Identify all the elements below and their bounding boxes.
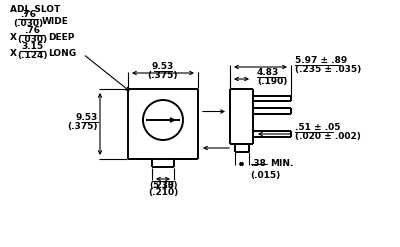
Text: 9.53: 9.53 — [76, 113, 98, 122]
Text: DEEP: DEEP — [48, 34, 74, 42]
Text: X: X — [10, 34, 17, 42]
Text: (.210): (.210) — [148, 188, 178, 197]
Text: (.030): (.030) — [13, 19, 43, 28]
Text: 9.53: 9.53 — [152, 62, 174, 71]
Text: (.030): (.030) — [17, 35, 47, 44]
Text: (.210): (.210) — [149, 181, 177, 190]
Text: 3.15: 3.15 — [21, 42, 43, 51]
Text: ADJ. SLOT: ADJ. SLOT — [10, 5, 60, 14]
Text: 5.33: 5.33 — [152, 181, 174, 190]
Text: 4.83: 4.83 — [257, 68, 279, 77]
Text: .76: .76 — [20, 10, 36, 19]
Text: LONG: LONG — [48, 49, 76, 59]
Text: 5.97 ± .89: 5.97 ± .89 — [295, 56, 347, 65]
Text: .76: .76 — [24, 26, 40, 35]
Text: .38: .38 — [250, 160, 266, 168]
Text: (.235 ± .035): (.235 ± .035) — [295, 65, 361, 74]
Text: (.375): (.375) — [68, 122, 98, 131]
Text: WIDE: WIDE — [42, 18, 69, 26]
Text: MIN.: MIN. — [270, 160, 294, 168]
Text: (.020 ± .002): (.020 ± .002) — [295, 132, 361, 141]
Text: (.190): (.190) — [257, 77, 287, 86]
Text: (.015): (.015) — [250, 171, 281, 180]
Text: (.375): (.375) — [148, 71, 178, 80]
Text: X: X — [10, 49, 17, 59]
Text: .51 ± .05: .51 ± .05 — [295, 123, 340, 132]
Text: (.124): (.124) — [17, 51, 47, 60]
